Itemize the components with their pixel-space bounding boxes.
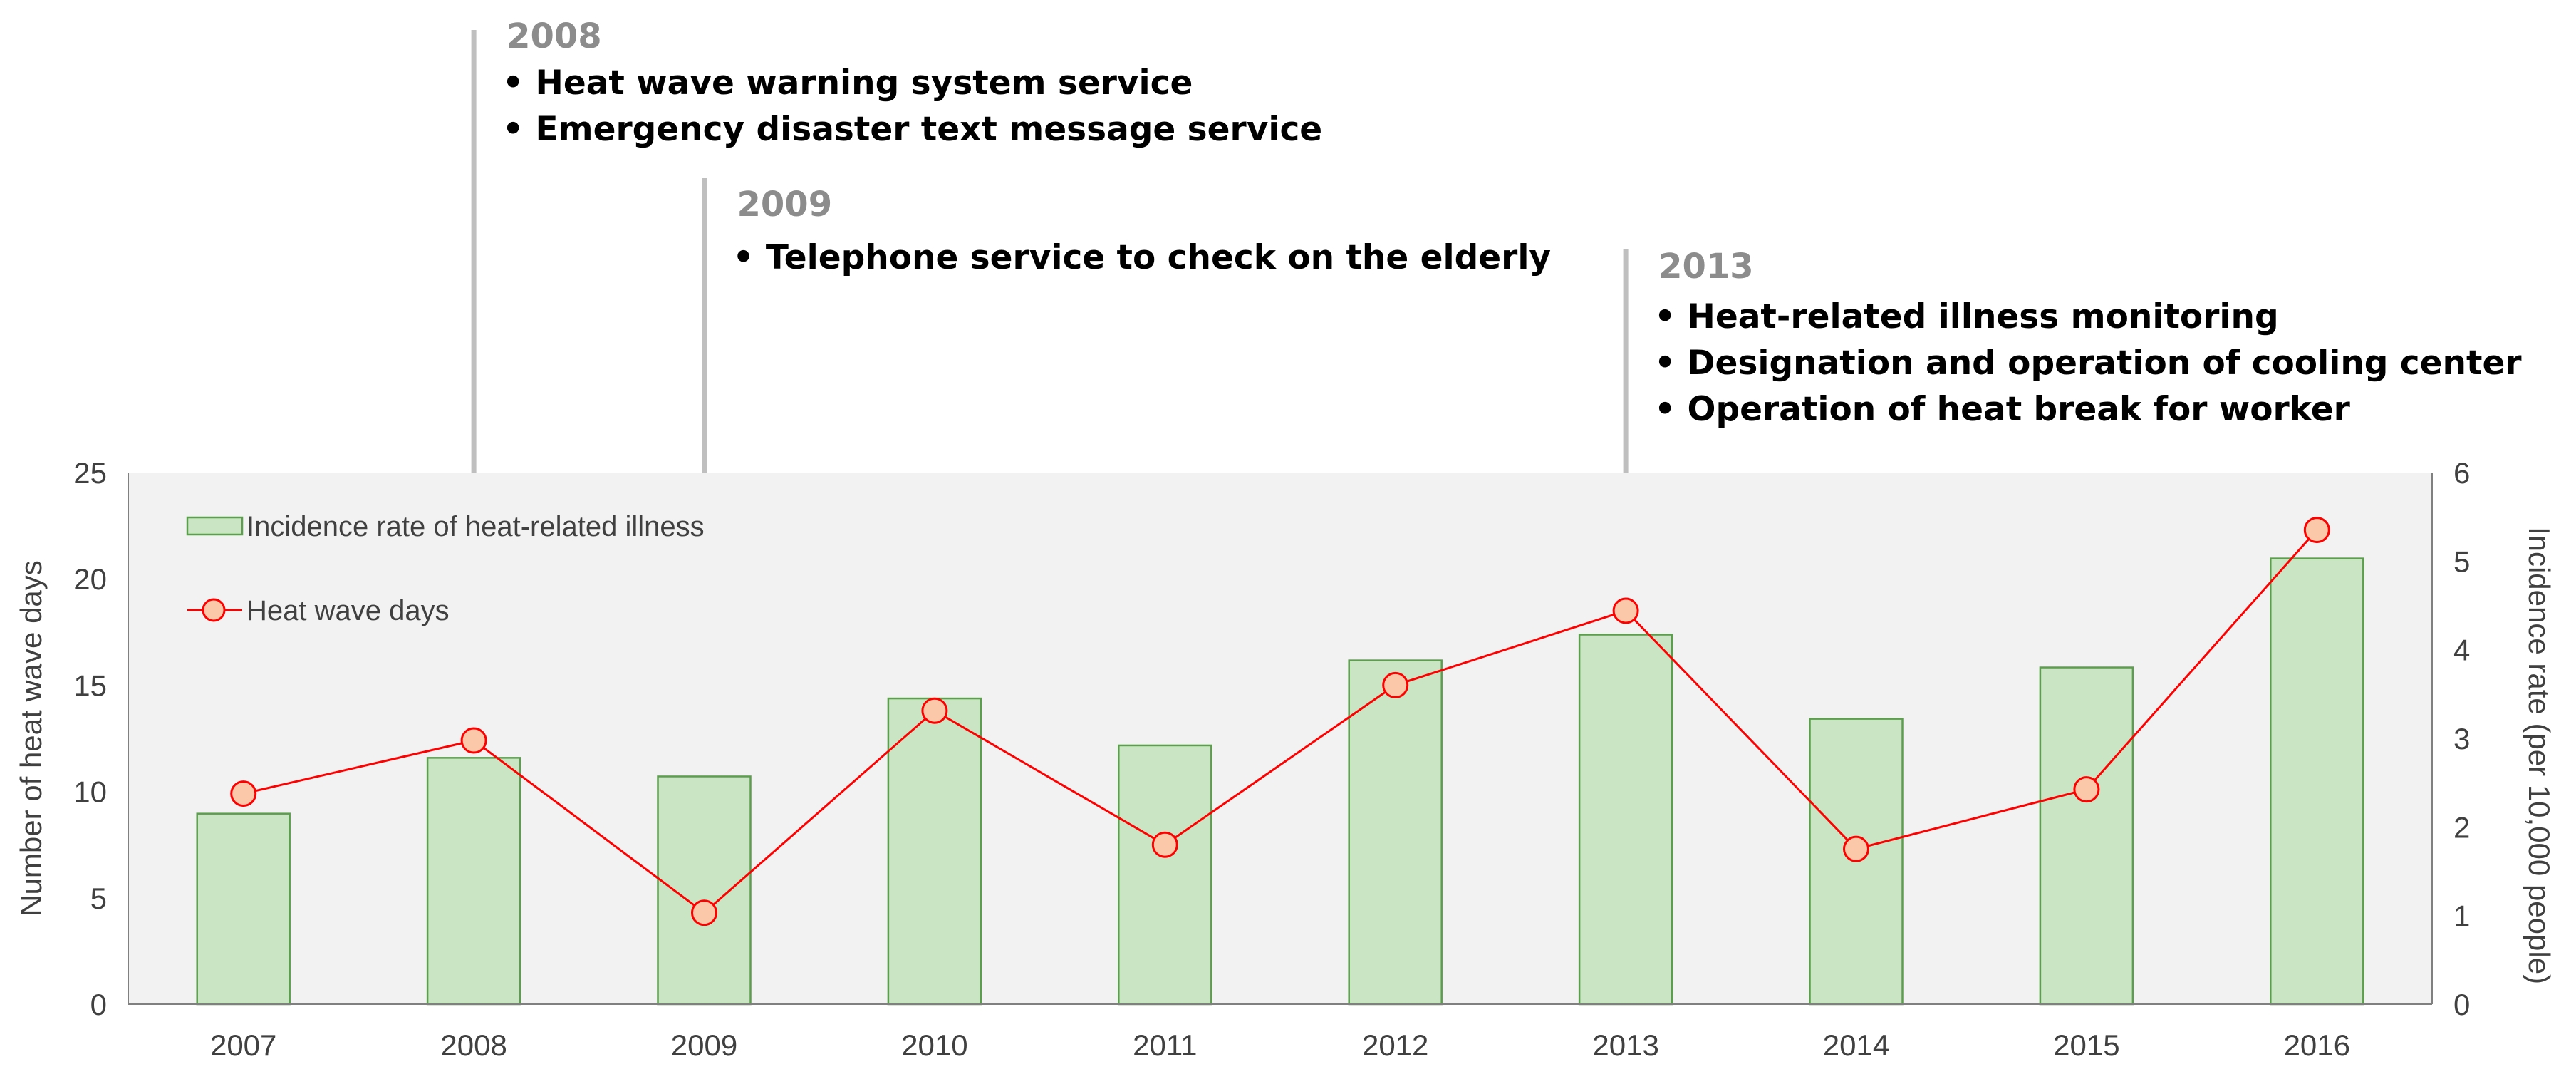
y2-tick-3: 3	[2453, 722, 2470, 755]
x-tick-2014: 2014	[1823, 1028, 1889, 1062]
annotation-item: • Telephone service to check on the elde…	[733, 238, 1552, 277]
x-tick-2012: 2012	[1362, 1028, 1428, 1062]
y-tick-15: 15	[73, 669, 107, 702]
point-2013	[1612, 597, 1639, 624]
annotation-item: • Operation of heat break for worker	[1654, 390, 2351, 429]
y-tick-10: 10	[73, 775, 107, 809]
y-tick-0: 0	[90, 988, 107, 1021]
y2-tick-5: 5	[2453, 544, 2470, 578]
annotation-item: • Emergency disaster text message servic…	[502, 110, 1322, 149]
legend-bar-label: Incidence rate of heat-related illness	[246, 511, 705, 542]
policy-annotations: 2008 • Heat wave warning system service • …	[471, 16, 2522, 473]
annotation-2013: 2013 • Heat-related illness monitoring • D…	[1623, 247, 2522, 473]
legend-line-marker	[202, 598, 226, 622]
x-tick-2015: 2015	[2053, 1028, 2119, 1062]
heat-wave-line	[230, 517, 2330, 926]
annotation-year: 2008	[507, 16, 602, 56]
legend-bar-swatch	[186, 516, 244, 536]
point-2015	[2073, 776, 2100, 803]
annotation-year: 2013	[1658, 247, 1754, 287]
x-tick-2016: 2016	[2284, 1028, 2350, 1062]
point-2010	[921, 697, 948, 724]
annotation-2009: 2009 • Telephone service to check on the …	[702, 178, 1552, 473]
bar-2007	[196, 812, 291, 1006]
y-tick-5: 5	[90, 882, 107, 915]
y-axis-title: Number of heat wave days	[14, 560, 48, 917]
point-2014	[1843, 835, 1869, 862]
x-tick-2007: 2007	[210, 1028, 276, 1062]
x-tick-2010: 2010	[901, 1028, 967, 1062]
bar-2016	[2270, 557, 2364, 1006]
x-tick-2009: 2009	[671, 1028, 737, 1062]
point-2008	[460, 727, 487, 754]
annotation-item: • Heat wave warning system service	[502, 63, 1193, 103]
annotation-year: 2009	[737, 185, 833, 224]
bar-2011	[1118, 744, 1212, 1006]
y2-tick-6: 6	[2453, 456, 2470, 490]
point-2012	[1382, 671, 1409, 698]
bar-2010	[887, 697, 982, 1006]
bar-2012	[1348, 659, 1443, 1006]
tick-labels: 0 5 10 15 20 25 0 1 2 3 4 5 6 2007 2008 2009 2010 2011 201…	[73, 456, 2470, 1062]
annotation-item: • Designation and operation of cooling c…	[1654, 344, 2522, 383]
x-tick-2013: 2013	[1592, 1028, 1658, 1062]
bar-2008	[426, 757, 521, 1006]
bar-2009	[657, 775, 752, 1006]
y2-tick-2: 2	[2453, 810, 2470, 844]
x-tick-2011: 2011	[1133, 1028, 1197, 1062]
axes	[128, 473, 2433, 1005]
y2-tick-0: 0	[2453, 988, 2470, 1021]
bar-2015	[2039, 666, 2134, 1006]
y-tick-20: 20	[73, 562, 107, 596]
annotation-item: • Heat-related illness monitoring	[1654, 297, 2279, 336]
x-tick-2008: 2008	[440, 1028, 507, 1062]
y2-axis-title: Incidence rate (per 10,000 people)	[2523, 527, 2556, 984]
legend-line-label: Heat wave days	[246, 595, 450, 626]
point-2011	[1151, 831, 1178, 858]
point-2007	[230, 780, 257, 807]
bar-2013	[1578, 634, 1673, 1006]
point-2016	[2303, 517, 2330, 544]
point-2009	[691, 899, 717, 926]
y2-tick-1: 1	[2453, 899, 2470, 933]
annotation-2008: 2008 • Heat wave warning system service • …	[471, 16, 1322, 473]
y-tick-25: 25	[73, 456, 107, 490]
y2-tick-4: 4	[2453, 634, 2470, 667]
legend: Incidence rate of heat-related illness H…	[186, 511, 705, 626]
heat-wave-polyline	[243, 529, 2318, 914]
